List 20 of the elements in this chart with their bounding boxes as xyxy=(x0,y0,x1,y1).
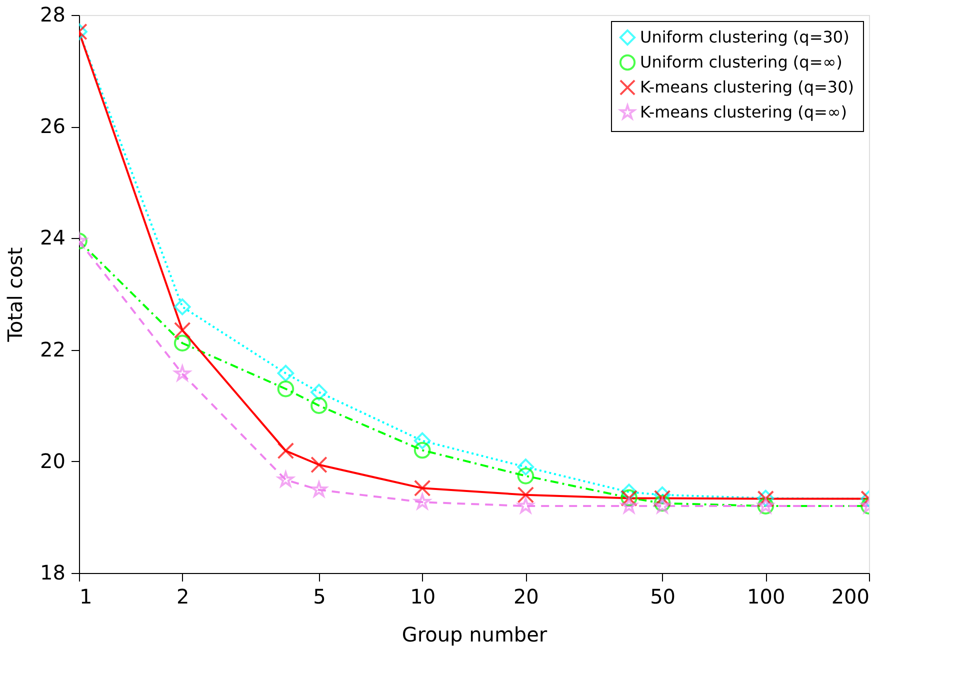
y-tick-label: 22 xyxy=(40,337,66,362)
y-tick-label: 24 xyxy=(40,226,66,250)
x-tick-label: 50 xyxy=(650,584,676,608)
x-tick-label: 20 xyxy=(513,584,539,608)
x-tick-label: 1 xyxy=(80,584,92,608)
x-tick-label: 2 xyxy=(176,584,190,608)
legend-label: Uniform clustering (q=30) xyxy=(640,28,850,46)
x-tick-label: 100 xyxy=(747,584,786,608)
x-tick-label: 5 xyxy=(313,584,326,608)
y-tick-label: 26 xyxy=(40,114,66,138)
y-tick-label: 18 xyxy=(40,560,66,584)
legend-label: K-means clustering (q=30) xyxy=(640,78,854,96)
legend-label: K-means clustering (q=∞) xyxy=(640,102,847,122)
x-axis-title: Group number xyxy=(402,622,548,646)
y-tick-label: 20 xyxy=(40,448,66,473)
x-tick-label: 200 xyxy=(831,584,870,608)
y-axis-title: Total cost xyxy=(3,247,28,343)
x-tick-label: 10 xyxy=(410,584,436,608)
y-tick-label: 28 xyxy=(40,2,66,26)
legend-label: Uniform clustering (q=∞) xyxy=(640,52,842,72)
